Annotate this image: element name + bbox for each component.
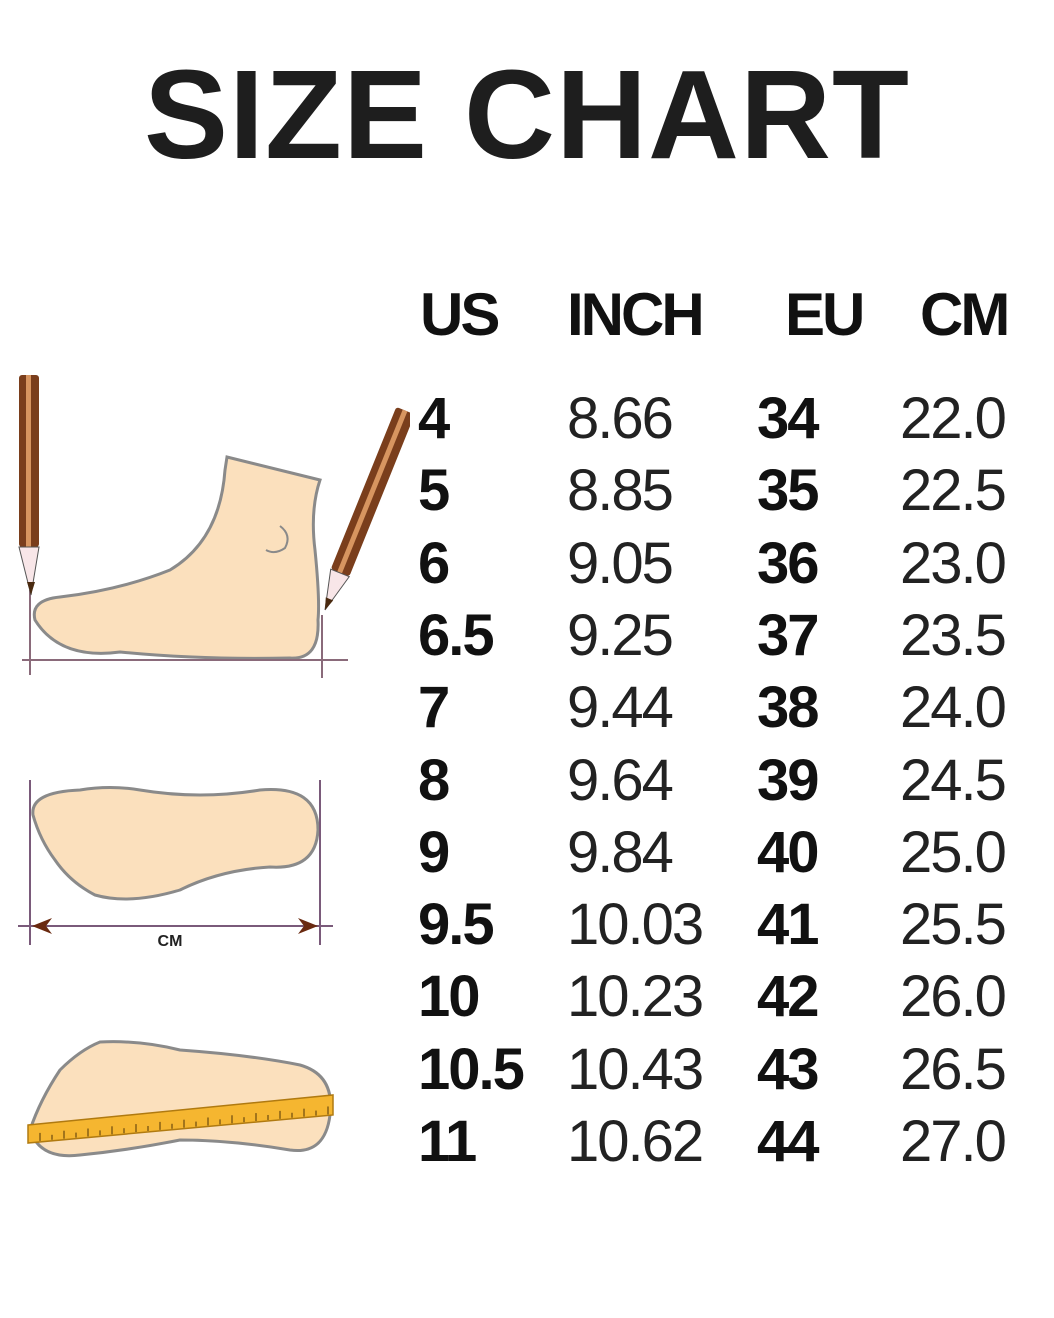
cell-inch: 10.43 (567, 1036, 704, 1102)
arrow-left-icon (32, 918, 52, 934)
cell-inch: 9.84 (567, 819, 674, 885)
cell-us: 9 (418, 819, 450, 885)
page-title: SIZE CHART (144, 44, 910, 185)
cell-cm: 27.0 (900, 1109, 1007, 1174)
column-header-eu: EU (785, 281, 865, 348)
cell-eu: 41 (757, 892, 819, 958)
cm-measure-label: CM (158, 933, 183, 950)
cell-cm: 23.0 (900, 530, 1007, 596)
cell-eu: 39 (757, 747, 819, 813)
cell-us: 5 (418, 458, 450, 524)
cell-eu: 38 (757, 675, 819, 741)
cell-inch: 8.66 (567, 386, 674, 451)
cell-cm: 25.5 (900, 892, 1007, 958)
cell-us: 6 (418, 530, 450, 596)
cell-inch: 9.64 (567, 747, 674, 813)
cell-cm: 24.5 (900, 747, 1007, 813)
cell-eu: 43 (757, 1036, 819, 1102)
cell-cm: 22.0 (900, 386, 1007, 451)
cell-cm: 24.0 (900, 675, 1007, 741)
cell-eu: 37 (757, 602, 819, 668)
foot-measurement-illustration: CM (18, 375, 410, 1158)
cell-cm: 26.5 (900, 1036, 1007, 1102)
ruler-icon (27, 1094, 334, 1144)
cell-us: 6.5 (418, 602, 495, 668)
cell-eu: 40 (757, 819, 819, 885)
cell-eu: 35 (757, 458, 819, 524)
pencil-left-icon (18, 375, 40, 596)
top-foot-diagram: CM (18, 780, 333, 950)
cell-inch: 10.03 (567, 892, 704, 958)
cell-inch: 10.23 (567, 964, 704, 1030)
column-header-cm: CM (920, 281, 1010, 348)
column-header-us: US (420, 281, 500, 348)
cell-inch: 10.62 (567, 1109, 704, 1174)
cell-us: 9.5 (418, 892, 495, 958)
cell-inch: 9.44 (567, 675, 674, 741)
cell-eu: 44 (757, 1109, 819, 1174)
cell-cm: 25.0 (900, 819, 1007, 885)
cell-cm: 22.5 (900, 458, 1007, 524)
cell-us: 8 (418, 747, 450, 813)
cell-eu: 36 (757, 530, 819, 596)
pencil-right-icon (324, 407, 410, 611)
cell-us: 10.5 (418, 1036, 525, 1102)
cell-us: 10 (418, 964, 480, 1030)
cell-inch: 9.05 (567, 530, 674, 596)
side-foot-diagram (18, 375, 410, 678)
cell-eu: 42 (757, 964, 819, 1030)
cell-us: 11 (418, 1109, 477, 1174)
cell-cm: 26.0 (900, 964, 1007, 1030)
cell-inch: 9.25 (567, 602, 674, 668)
cell-us: 4 (418, 386, 450, 451)
cell-us: 7 (418, 675, 450, 741)
cell-cm: 23.5 (900, 602, 1007, 668)
cell-eu: 34 (757, 386, 819, 451)
column-header-inch: INCH (567, 281, 705, 348)
ruler-foot-diagram (27, 1040, 334, 1158)
arrow-right-icon (298, 918, 318, 934)
cell-inch: 8.85 (567, 458, 674, 524)
